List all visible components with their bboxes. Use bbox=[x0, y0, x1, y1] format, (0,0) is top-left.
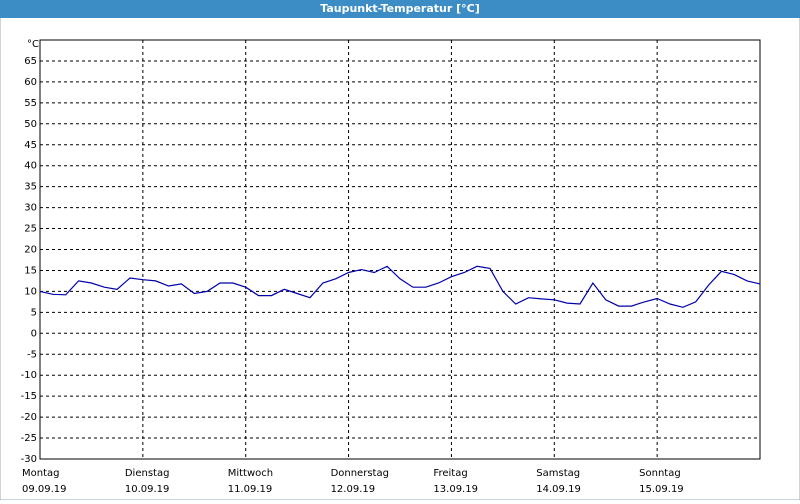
y-unit: °C bbox=[27, 39, 39, 50]
y-tick-label: 25 bbox=[24, 224, 37, 235]
x-weekday-label: Donnerstag bbox=[331, 468, 389, 479]
y-tick-label: 55 bbox=[24, 98, 37, 109]
x-date-label: 10.09.19 bbox=[125, 484, 170, 495]
y-tick-label: -30 bbox=[21, 454, 37, 465]
x-weekday-label: Samstag bbox=[536, 468, 580, 479]
x-date-label: 13.09.19 bbox=[433, 484, 478, 495]
y-tick-label: 15 bbox=[24, 265, 37, 276]
y-tick-label: 20 bbox=[24, 245, 37, 256]
y-tick-label: 30 bbox=[24, 203, 37, 214]
x-date-label: 12.09.19 bbox=[331, 484, 376, 495]
y-tick-label: 10 bbox=[24, 286, 37, 297]
y-tick-label: -10 bbox=[21, 370, 37, 381]
x-weekday-label: Mittwoch bbox=[228, 468, 273, 479]
x-weekday-label: Dienstag bbox=[125, 468, 170, 479]
y-tick-label: -5 bbox=[27, 349, 37, 360]
y-tick-label: 50 bbox=[24, 119, 37, 130]
x-weekday-label: Freitag bbox=[433, 468, 467, 479]
x-date-label: 11.09.19 bbox=[228, 484, 273, 495]
y-tick-label: 45 bbox=[24, 140, 37, 151]
y-tick-label: 40 bbox=[24, 161, 37, 172]
y-tick-label: 35 bbox=[24, 182, 37, 193]
y-tick-label: 60 bbox=[24, 77, 37, 88]
x-date-label: 14.09.19 bbox=[536, 484, 581, 495]
data-line bbox=[39, 265, 761, 308]
y-tick-label: 65 bbox=[24, 56, 37, 67]
title-bar bbox=[0, 0, 800, 18]
chart-title: Taupunkt-Temperatur [°C] bbox=[320, 2, 480, 15]
x-date-label: 15.09.19 bbox=[639, 484, 684, 495]
y-tick-label: -20 bbox=[21, 412, 37, 423]
y-tick-label: 5 bbox=[31, 307, 37, 318]
y-tick-label: -25 bbox=[21, 433, 37, 444]
x-weekday-label: Montag bbox=[22, 468, 59, 479]
x-weekday-label: Sonntag bbox=[639, 468, 681, 479]
y-tick-label: -15 bbox=[21, 391, 37, 402]
x-date-label: 09.09.19 bbox=[22, 484, 67, 495]
y-tick-label: 0 bbox=[31, 328, 37, 339]
